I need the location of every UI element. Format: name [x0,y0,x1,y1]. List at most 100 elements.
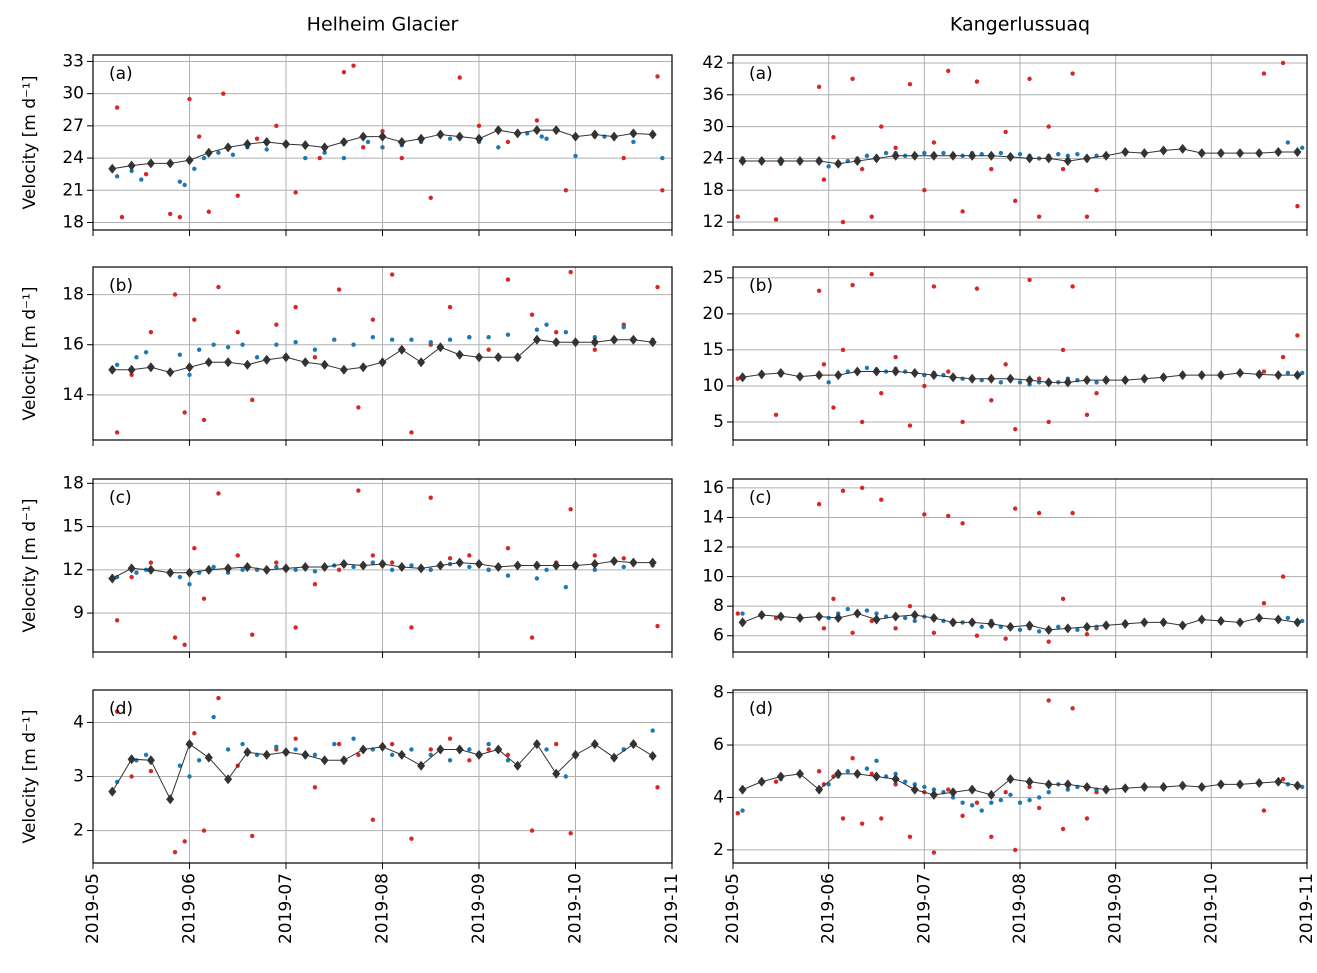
point [351,342,356,347]
diamond-point [262,564,271,575]
diamond-point [571,749,580,760]
point [1027,277,1032,283]
point [274,123,279,129]
point [496,145,501,150]
point [274,564,279,570]
point [428,195,433,200]
y-tick-label: 8 [713,683,724,703]
y-tick-label: 4 [73,712,84,732]
point [840,488,846,494]
panel-label: (a) [749,64,773,84]
diamond-point [648,129,657,140]
point [505,139,511,145]
diamond-point [629,557,638,568]
point [380,129,385,134]
point [1075,627,1080,633]
point [312,752,318,758]
point [1285,370,1291,376]
point [529,312,535,317]
x-tick-label: 2019-09 [469,873,489,944]
diamond-point [1197,370,1206,381]
point [883,150,889,156]
point [250,397,255,403]
diamond-point [301,561,310,572]
point [370,335,376,340]
point [840,347,846,353]
point [869,272,874,277]
diamond-point [968,373,977,384]
point [960,813,965,819]
point [139,177,144,182]
point [989,166,994,172]
point [312,347,318,352]
diamond-point [738,372,747,383]
diamond-point [815,784,824,795]
diamond-point [795,612,804,623]
point [235,553,240,558]
point [922,150,927,156]
point [254,136,260,141]
plot-area [733,479,1307,652]
axes-frame [92,689,673,864]
diamond-point [417,760,426,771]
x-tick-label: 2019-11 [1297,873,1317,944]
diamond-point [1102,784,1111,795]
y-tick-label: 36 [702,85,724,105]
y-axis-label: Velocity [m d⁻¹] [20,710,40,844]
diamond-point [872,614,881,625]
diamond-point [590,337,599,348]
point [1060,166,1066,172]
point [370,553,376,558]
diamond-point [872,771,881,782]
diamond-point [339,559,348,570]
diamond-point [146,755,155,766]
diamond-point [1197,148,1206,159]
point [859,419,865,425]
point [409,563,414,568]
point [1060,596,1066,601]
diamond-point [1274,614,1283,625]
diamond-point [1063,156,1072,167]
point [544,322,549,327]
diamond-point [610,131,619,142]
point [974,286,980,291]
point [859,821,865,826]
point [1261,601,1267,606]
diamond-point [1274,370,1283,381]
diamond-point [262,136,271,147]
diamond-point [513,352,522,363]
diamond-point [1236,617,1245,628]
plot-area [733,267,1307,440]
diamond-point [301,140,310,151]
point [254,355,260,360]
point [505,332,511,337]
point [172,635,178,640]
x-tick-label: 2019-08 [373,873,393,944]
point [554,741,559,747]
point [864,608,870,613]
diamond-point [590,559,599,570]
point [312,569,318,574]
y-tick-label: 33 [62,51,84,71]
point [447,556,453,561]
diamond-point [891,774,900,785]
diamond-point [629,334,638,345]
point [192,731,197,736]
point [235,193,240,198]
point [864,766,870,771]
point [187,372,192,378]
point [1060,347,1066,353]
y-tick-label: 24 [62,148,84,168]
point [119,214,125,220]
diamond-point [378,559,387,570]
point [240,741,245,747]
point [389,752,395,758]
point [201,596,207,601]
diamond-point [738,156,747,167]
y-tick-label: 14 [62,385,84,405]
point [960,209,965,214]
point [409,430,414,435]
diamond-point [815,370,824,381]
point [1295,203,1300,209]
